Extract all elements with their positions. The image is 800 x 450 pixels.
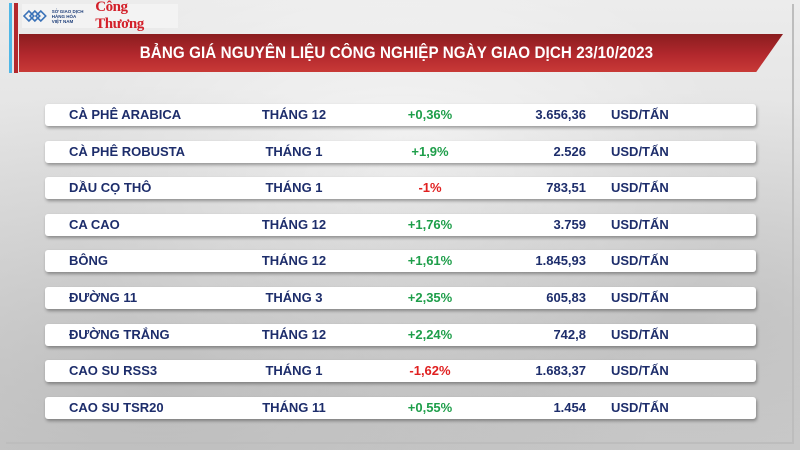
logo-area: SỞ GIAO DỊCH HÀNG HÓA VIỆT NAM Công Thươ… bbox=[22, 0, 178, 32]
price-value: 3.656,36 bbox=[535, 107, 586, 122]
price-value: 605,83 bbox=[546, 289, 586, 305]
exchange-logo-icon bbox=[22, 9, 47, 23]
price-value: 1.683,37 bbox=[535, 363, 586, 379]
price-change: +0,55% bbox=[407, 399, 453, 415]
price-change: +2,24% bbox=[407, 326, 453, 342]
commodity-name: CAO SU TSR20 bbox=[69, 399, 164, 415]
price-table: CÀ PHÊ ARABICA THÁNG 12 +0,36% 3.656,36 … bbox=[45, 104, 756, 433]
title-banner: BẢNG GIÁ NGUYÊN LIỆU CÔNG NGHIỆP NGÀY GI… bbox=[19, 34, 783, 72]
commodity-name: ĐƯỜNG 11 bbox=[69, 289, 138, 305]
price-unit: USD/TẤN bbox=[611, 107, 669, 122]
price-value: 742,8 bbox=[553, 326, 586, 342]
price-change: +1,9% bbox=[411, 143, 449, 159]
table-row: CÀ PHÊ ROBUSTA THÁNG 1 +1,9% 2.526 USD/T… bbox=[45, 140, 756, 163]
table-row: ĐƯỜNG TRẮNG THÁNG 12 +2,24% 742,8 USD/TẤ… bbox=[45, 323, 756, 346]
price-value: 3.759 bbox=[553, 216, 586, 232]
price-change: -1% bbox=[418, 180, 442, 196]
table-row: ĐƯỜNG 11 THÁNG 3 +2,35% 605,83 USD/TẤN bbox=[45, 286, 756, 309]
contract-month: THÁNG 12 bbox=[261, 107, 327, 122]
commodity-name: CÀ PHÊ ROBUSTA bbox=[69, 143, 186, 159]
contract-month: THÁNG 1 bbox=[265, 180, 323, 196]
price-value: 783,51 bbox=[546, 180, 586, 196]
table-row: DẦU CỌ THÔ THÁNG 1 -1% 783,51 USD/TẤN bbox=[45, 177, 756, 200]
commodity-name: CÀ PHÊ ARABICA bbox=[69, 107, 182, 122]
table-row: CAO SU RSS3 THÁNG 1 -1,62% 1.683,37 USD/… bbox=[45, 360, 756, 383]
price-unit: USD/TẤN bbox=[611, 363, 669, 379]
price-value: 1.454 bbox=[553, 399, 586, 415]
price-unit: USD/TẤN bbox=[611, 253, 669, 269]
commodity-name: CA CAO bbox=[69, 216, 120, 232]
contract-month: THÁNG 1 bbox=[265, 143, 323, 159]
table-row: CAO SU TSR20 THÁNG 11 +0,55% 1.454 USD/T… bbox=[45, 396, 756, 419]
commodity-name: CAO SU RSS3 bbox=[69, 363, 158, 379]
commodity-name: DẦU CỌ THÔ bbox=[69, 180, 152, 196]
exchange-logo-text: SỞ GIAO DỊCH HÀNG HÓA VIỆT NAM bbox=[51, 8, 84, 24]
price-change: +0,36% bbox=[407, 107, 453, 122]
price-unit: USD/TẤN bbox=[611, 216, 669, 232]
price-unit: USD/TẤN bbox=[611, 289, 669, 305]
commodity-name: ĐƯỜNG TRẮNG bbox=[69, 326, 170, 342]
table-row: CÀ PHÊ ARABICA THÁNG 12 +0,36% 3.656,36 … bbox=[45, 104, 756, 126]
contract-month: THÁNG 12 bbox=[261, 216, 327, 232]
contract-month: THÁNG 3 bbox=[265, 289, 323, 305]
contract-month: THÁNG 12 bbox=[261, 253, 327, 269]
price-change: +1,61% bbox=[407, 253, 453, 269]
price-unit: USD/TẤN bbox=[611, 180, 669, 196]
price-unit: USD/TẤN bbox=[611, 399, 669, 415]
page-title: BẢNG GIÁ NGUYÊN LIỆU CÔNG NGHIỆP NGÀY GI… bbox=[139, 43, 654, 62]
cong-thuong-logo: Công Thương bbox=[95, 0, 144, 32]
table-row: CA CAO THÁNG 12 +1,76% 3.759 USD/TẤN bbox=[45, 213, 756, 236]
price-value: 1.845,93 bbox=[535, 253, 586, 269]
contract-month: THÁNG 12 bbox=[261, 326, 327, 342]
accent-bar-blue bbox=[9, 3, 12, 73]
price-value: 2.526 bbox=[553, 143, 586, 159]
frame-border bbox=[6, 4, 794, 444]
price-change: +1,76% bbox=[407, 216, 453, 232]
price-unit: USD/TẤN bbox=[611, 143, 669, 159]
price-change: +2,35% bbox=[407, 289, 453, 305]
accent-bar-red bbox=[14, 3, 18, 73]
price-unit: USD/TẤN bbox=[611, 326, 669, 342]
table-row: BÔNG THÁNG 12 +1,61% 1.845,93 USD/TẤN bbox=[45, 250, 756, 273]
commodity-name: BÔNG bbox=[69, 253, 108, 269]
contract-month: THÁNG 1 bbox=[265, 363, 323, 379]
contract-month: THÁNG 11 bbox=[262, 399, 326, 415]
price-change: -1,62% bbox=[409, 363, 451, 379]
